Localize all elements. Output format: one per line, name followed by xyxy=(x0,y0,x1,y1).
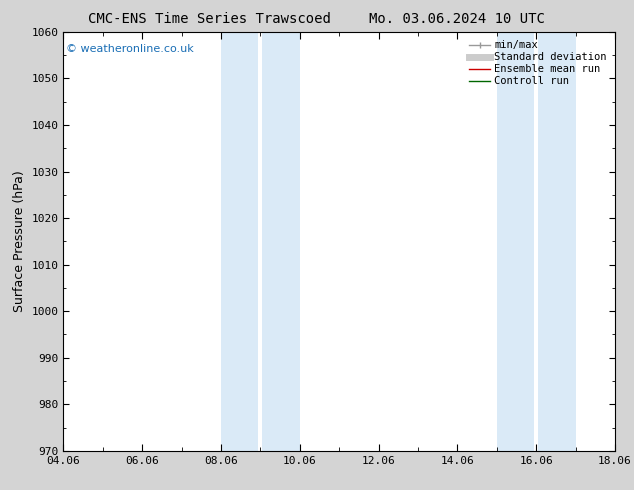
Text: © weatheronline.co.uk: © weatheronline.co.uk xyxy=(66,45,194,54)
Text: Mo. 03.06.2024 10 UTC: Mo. 03.06.2024 10 UTC xyxy=(368,12,545,26)
Bar xyxy=(538,32,576,451)
Text: CMC-ENS Time Series Trawscoed: CMC-ENS Time Series Trawscoed xyxy=(87,12,331,26)
Legend: min/max, Standard deviation, Ensemble mean run, Controll run: min/max, Standard deviation, Ensemble me… xyxy=(466,37,610,90)
Y-axis label: Surface Pressure (hPa): Surface Pressure (hPa) xyxy=(13,171,26,312)
Bar xyxy=(262,32,300,451)
Bar xyxy=(221,32,259,451)
Bar xyxy=(497,32,534,451)
